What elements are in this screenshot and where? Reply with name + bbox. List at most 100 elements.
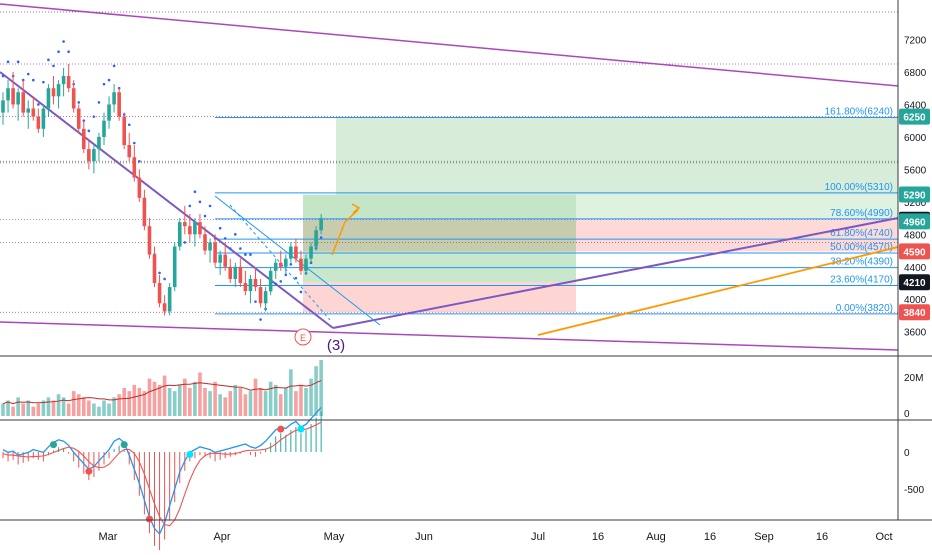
candles — [1, 63, 323, 316]
candle-body — [172, 246, 177, 288]
psar-dot — [299, 290, 303, 294]
candle-body — [294, 246, 298, 259]
volume-bar — [157, 384, 162, 416]
candle-body — [142, 197, 147, 227]
candle-body — [107, 104, 111, 121]
fibonacci-retracement[interactable]: 161.80%(6240) 100.00%(5310) 78.60%(4990) 61… — [215, 106, 898, 315]
trend-lines[interactable] — [0, 3, 899, 351]
volume-bar — [56, 394, 61, 416]
time-tick-2: May — [324, 531, 345, 543]
candle-body — [208, 242, 212, 251]
volume-bar — [1, 403, 5, 416]
candle-body — [112, 92, 116, 105]
price-tick-2: 6400 — [904, 100, 927, 111]
volume-bar — [87, 400, 91, 416]
psar-dot — [37, 103, 40, 106]
candle-body — [309, 246, 313, 259]
price-badge-label-0: 6250 — [903, 113, 926, 124]
long-entry-zone — [303, 219, 576, 283]
psar-dot — [32, 78, 35, 82]
price-tick-0: 7200 — [904, 36, 927, 47]
price-badge-label-4: 4590 — [903, 247, 926, 258]
psar-dot — [52, 64, 55, 68]
candle-body — [137, 177, 142, 198]
volume-bar — [314, 366, 318, 416]
channel-upper-line — [0, 3, 899, 87]
candle-body — [147, 226, 152, 255]
volume-bar — [162, 375, 167, 416]
psar-dot — [244, 253, 247, 256]
candle-body — [87, 149, 91, 162]
price-tick-8: 4000 — [904, 295, 927, 306]
volume-bar — [233, 384, 238, 416]
psar-dot — [193, 190, 197, 194]
candle-body — [193, 222, 197, 235]
fib-label-2: 78.60%(4990) — [830, 208, 893, 219]
volume-bar — [258, 388, 263, 416]
candle-body — [127, 145, 132, 158]
price-badge-5 — [899, 274, 930, 291]
psar-dot — [138, 159, 141, 163]
volume-bar — [228, 391, 233, 416]
volume-pane — [1, 360, 323, 416]
fib-label-3: 61.80%(4740) — [830, 228, 893, 239]
volume-bar — [127, 391, 132, 416]
candle-body — [183, 222, 187, 227]
time-axis[interactable]: Mar Apr May Jun Jul 16 Aug 16 Sep 16 Oct — [99, 531, 893, 543]
candle-body — [304, 258, 308, 271]
candle-body — [11, 88, 15, 105]
volume-bar — [193, 381, 197, 416]
candle-body — [51, 88, 56, 97]
long-profit-extension — [576, 194, 898, 220]
candle-body — [1, 100, 5, 113]
price-badge-label-1: 5290 — [903, 191, 926, 202]
candle-body — [278, 262, 283, 267]
psar-dot — [319, 236, 323, 239]
volume-bar — [102, 400, 106, 416]
candle-body — [273, 262, 278, 271]
volume-bar — [97, 406, 101, 416]
volume-bar — [273, 384, 278, 416]
psar-dot — [92, 115, 96, 118]
volume-bar — [223, 397, 227, 416]
volume-bar — [263, 391, 268, 416]
volume-ma-line — [2, 380, 322, 405]
volume-bar — [278, 394, 283, 416]
price-tick-9: 3600 — [904, 328, 927, 339]
psar-dot — [26, 72, 30, 76]
volume-bar — [122, 388, 126, 416]
fib-label-5: 38.20%(4390) — [830, 257, 893, 268]
macd-line — [2, 407, 322, 536]
price-axis[interactable]: 7200 6800 6400 6000 5600 5200 4800 4400 4000 3600… — [904, 36, 927, 496]
candle-body — [92, 149, 96, 162]
candle-body — [152, 254, 157, 284]
candle-body — [233, 266, 238, 279]
psar-dot — [284, 273, 288, 277]
psar-dot — [87, 129, 91, 133]
candle-body — [71, 88, 76, 109]
candle-body — [228, 266, 233, 279]
macd-cross-marker — [145, 515, 153, 523]
price-badge-1 — [899, 186, 930, 203]
candle-body — [238, 266, 243, 284]
psar-dot — [234, 233, 237, 236]
macd-cross-marker — [85, 467, 93, 475]
candle-body — [263, 291, 268, 304]
time-tick-6: Aug — [646, 531, 666, 543]
volume-tick-0: 20M — [904, 373, 923, 384]
candle-body — [319, 218, 323, 231]
psar-dot — [274, 282, 278, 286]
candle-body — [162, 303, 167, 312]
price-badge-4 — [899, 243, 930, 260]
target-zone-upper — [336, 116, 898, 195]
time-tick-10: Oct — [875, 531, 892, 543]
psar-dot — [158, 271, 161, 275]
price-tick-1: 6800 — [904, 68, 927, 79]
volume-bar — [31, 406, 36, 416]
psar-dot — [62, 40, 65, 43]
psar-dot — [279, 280, 283, 283]
psar-dot — [259, 318, 262, 321]
psar-dot — [228, 247, 232, 250]
orange-trend-line — [537, 246, 899, 336]
